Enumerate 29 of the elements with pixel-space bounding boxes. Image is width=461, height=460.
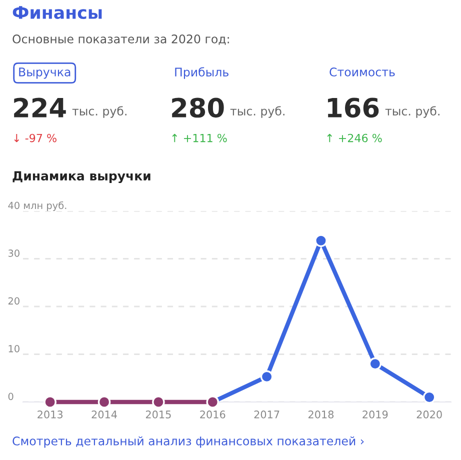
x-tick-label: 2018 bbox=[308, 410, 334, 418]
y-tick-label: 10 bbox=[8, 345, 20, 352]
x-tick-label: 2013 bbox=[38, 410, 63, 418]
y-tick-label: 40 млн руб. bbox=[8, 201, 66, 211]
chart-title: Динамика выручки bbox=[12, 171, 150, 184]
x-tick-label: 2019 bbox=[362, 410, 388, 418]
text: 166 bbox=[328, 98, 379, 118]
x-tick-label: 2014 bbox=[92, 410, 117, 418]
text: тыс. руб. bbox=[230, 106, 284, 118]
x-tick-label: 2020 bbox=[416, 410, 442, 418]
y-tick-label: 0 bbox=[8, 392, 14, 400]
text: тыс. руб. bbox=[72, 106, 126, 118]
text: Смотреть детальный анализ финансовых показателей › bbox=[12, 436, 364, 448]
text: Основные показатели за 2020 год: bbox=[12, 34, 229, 45]
y-tick-label: 30 bbox=[8, 250, 20, 257]
text: ↑ +111 % bbox=[172, 134, 227, 142]
x-tick-label: 2016 bbox=[200, 410, 226, 418]
text: Финансы bbox=[12, 6, 102, 20]
text: тыс. руб. bbox=[385, 106, 440, 118]
x-tick-label: 2015 bbox=[146, 410, 171, 418]
text: Выручка bbox=[19, 68, 70, 79]
text: 224 bbox=[14, 98, 66, 118]
text: Прибыль bbox=[175, 67, 228, 79]
text: ↑ +246 % bbox=[327, 134, 382, 142]
text: 280 bbox=[172, 98, 224, 118]
x-tick-label: 2017 bbox=[254, 410, 280, 418]
text: ↓ -97 % bbox=[14, 134, 56, 142]
text: Стоимость bbox=[330, 67, 395, 76]
y-tick-label: 20 bbox=[8, 297, 20, 305]
